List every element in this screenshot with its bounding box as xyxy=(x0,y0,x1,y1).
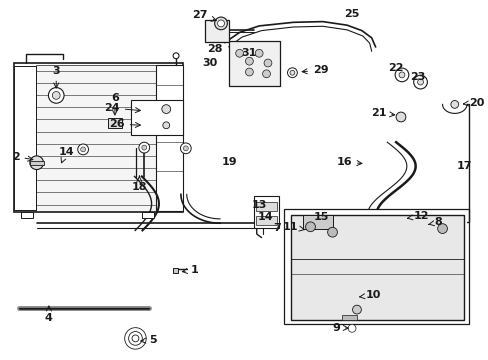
Ellipse shape xyxy=(81,147,85,152)
Bar xyxy=(14,66,36,210)
Ellipse shape xyxy=(217,20,224,27)
Text: 29: 29 xyxy=(302,65,328,75)
Ellipse shape xyxy=(48,87,64,103)
Bar xyxy=(30,161,44,165)
Text: 2: 2 xyxy=(12,152,33,162)
Ellipse shape xyxy=(173,53,179,59)
Text: 21: 21 xyxy=(370,108,394,118)
Ellipse shape xyxy=(347,324,355,332)
Bar xyxy=(256,202,276,211)
Ellipse shape xyxy=(394,68,408,82)
Ellipse shape xyxy=(183,146,188,151)
Bar xyxy=(173,268,178,273)
Ellipse shape xyxy=(395,112,405,122)
Text: 22: 22 xyxy=(387,63,403,73)
Text: 26: 26 xyxy=(109,119,140,129)
Ellipse shape xyxy=(352,305,361,314)
Bar xyxy=(291,215,463,320)
Text: 10: 10 xyxy=(359,290,380,300)
Bar xyxy=(14,63,183,212)
Ellipse shape xyxy=(235,49,243,57)
Text: 28: 28 xyxy=(207,44,223,54)
Bar xyxy=(256,216,276,225)
Text: 9: 9 xyxy=(331,323,347,333)
Bar xyxy=(283,209,468,324)
Bar xyxy=(107,118,122,128)
Text: 18: 18 xyxy=(131,176,147,192)
Ellipse shape xyxy=(245,68,253,76)
Text: 13: 13 xyxy=(251,200,266,210)
Text: 20: 20 xyxy=(463,98,484,108)
Text: 30: 30 xyxy=(202,58,218,68)
Ellipse shape xyxy=(305,222,315,232)
Text: 8: 8 xyxy=(428,217,441,228)
Text: 31: 31 xyxy=(241,48,257,58)
Ellipse shape xyxy=(262,70,270,78)
Ellipse shape xyxy=(437,224,447,234)
Bar xyxy=(156,65,183,211)
Bar xyxy=(228,41,279,86)
Bar xyxy=(131,100,183,135)
Text: 24: 24 xyxy=(104,103,140,113)
Ellipse shape xyxy=(142,145,146,150)
Ellipse shape xyxy=(287,68,297,78)
Text: 12: 12 xyxy=(407,211,428,221)
Text: 19: 19 xyxy=(222,157,237,167)
Ellipse shape xyxy=(52,91,60,99)
Ellipse shape xyxy=(264,59,271,67)
Text: 3: 3 xyxy=(52,66,60,88)
Text: 1: 1 xyxy=(182,265,198,275)
Bar xyxy=(342,315,356,320)
Text: 16: 16 xyxy=(336,157,361,167)
Ellipse shape xyxy=(139,142,149,153)
Ellipse shape xyxy=(124,328,146,349)
Ellipse shape xyxy=(162,105,170,113)
Ellipse shape xyxy=(132,335,139,342)
Ellipse shape xyxy=(255,49,263,57)
Text: 25: 25 xyxy=(344,9,359,19)
Text: 6: 6 xyxy=(111,93,119,115)
Ellipse shape xyxy=(78,144,88,155)
Text: 14: 14 xyxy=(257,212,273,222)
Bar xyxy=(205,20,228,42)
Ellipse shape xyxy=(180,143,191,154)
Ellipse shape xyxy=(30,156,43,170)
Ellipse shape xyxy=(417,79,423,85)
Text: 23: 23 xyxy=(409,72,425,82)
Text: 15: 15 xyxy=(313,212,329,222)
Ellipse shape xyxy=(245,57,253,65)
Text: 11: 11 xyxy=(282,222,304,232)
Bar xyxy=(142,212,154,218)
Ellipse shape xyxy=(450,100,458,108)
Bar xyxy=(303,215,332,229)
Ellipse shape xyxy=(128,332,142,345)
Text: 4: 4 xyxy=(45,306,53,323)
Text: 27: 27 xyxy=(192,10,216,21)
Ellipse shape xyxy=(327,227,337,237)
Ellipse shape xyxy=(163,122,169,129)
Ellipse shape xyxy=(398,72,404,78)
Text: 7: 7 xyxy=(273,223,281,233)
Bar xyxy=(36,65,156,211)
Ellipse shape xyxy=(413,75,427,89)
Ellipse shape xyxy=(214,17,227,30)
Bar xyxy=(21,212,33,218)
Ellipse shape xyxy=(289,70,294,75)
Text: 14: 14 xyxy=(58,147,74,163)
Text: 5: 5 xyxy=(141,335,157,345)
Bar xyxy=(254,196,278,228)
Text: 17: 17 xyxy=(455,161,471,171)
